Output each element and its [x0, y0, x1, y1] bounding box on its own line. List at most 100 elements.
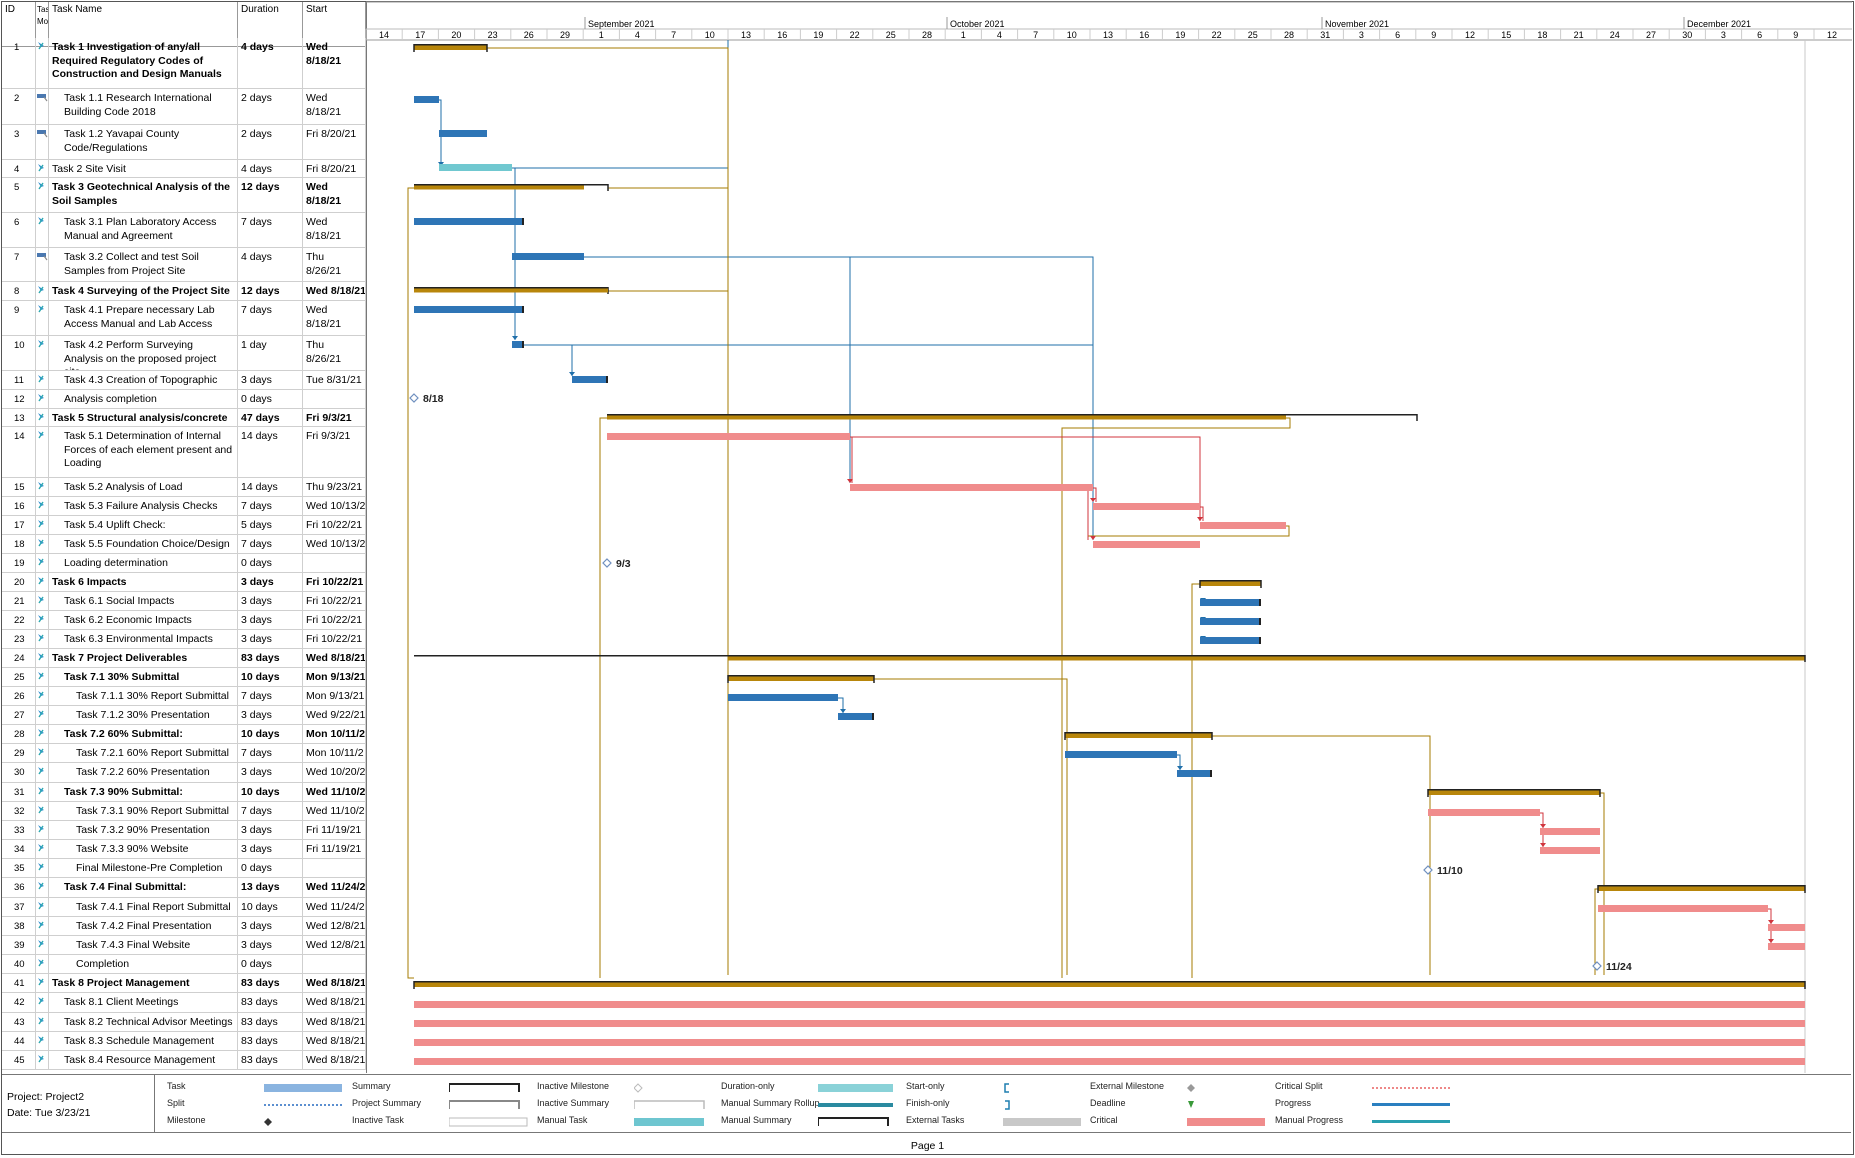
- task-name[interactable]: Task 7.2.2 60% Presentation: [49, 763, 238, 782]
- task-row[interactable]: 28 Task 7.2 60% Submittal: 10 days Mon 10/1…: [2, 725, 366, 744]
- task-row[interactable]: 41 Task 8 Project Management 83 days Wed 8/…: [2, 974, 366, 993]
- task-start[interactable]: Wed 8/18/21: [303, 282, 366, 300]
- task-duration[interactable]: 1 day: [238, 336, 303, 370]
- task-row[interactable]: 11 Task 4.3 Creation of Topographic ma3 d…: [2, 371, 366, 390]
- task-row[interactable]: 33 Task 7.3.2 90% Presentation 3 days Fri 1…: [2, 821, 366, 840]
- task-duration[interactable]: 13 days: [238, 878, 303, 897]
- task-duration[interactable]: 83 days: [238, 1032, 303, 1050]
- task-duration[interactable]: 5 days: [238, 516, 303, 534]
- task-start[interactable]: Wed 11/24/2: [303, 898, 366, 916]
- task-start[interactable]: [303, 955, 366, 973]
- task-start[interactable]: Fri 9/3/21: [303, 409, 366, 426]
- task-start[interactable]: Tue 8/31/21: [303, 371, 366, 389]
- task-row[interactable]: 45 Task 8.4 Resource Management 83 days Wed…: [2, 1051, 366, 1070]
- task-duration[interactable]: 3 days: [238, 611, 303, 629]
- task-row[interactable]: 14 Task 5.1 Determination of Internal For…: [2, 427, 366, 478]
- task-name[interactable]: Loading determination: [49, 554, 238, 572]
- task-duration[interactable]: 83 days: [238, 649, 303, 667]
- task-row[interactable]: 21 Task 6.1 Social Impacts 3 days Fri 10/22…: [2, 592, 366, 611]
- task-start[interactable]: Fri 11/19/21: [303, 840, 366, 858]
- task-start[interactable]: Mon 10/11/2: [303, 725, 366, 743]
- task-name[interactable]: Task 5.3 Failure Analysis Checks: [49, 497, 238, 515]
- task-row[interactable]: 13 Task 5 Structural analysis/concrete de…: [2, 409, 366, 427]
- task-name[interactable]: Analysis completion: [49, 390, 238, 408]
- task-start[interactable]: Wed 8/18/21: [303, 1032, 366, 1050]
- task-name[interactable]: Task 3.2 Collect and test Soil Samples f…: [49, 248, 238, 281]
- task-row[interactable]: 25 Task 7.1 30% Submittal 10 days Mon 9/13/…: [2, 668, 366, 687]
- task-row[interactable]: 37 Task 7.4.1 Final Report Submittal 10 da…: [2, 898, 366, 917]
- task-name[interactable]: Task 8.2 Technical Advisor Meetings: [49, 1013, 238, 1031]
- task-name[interactable]: Task 7.4.3 Final Website: [49, 936, 238, 954]
- task-start[interactable]: Fri 8/20/21: [303, 125, 366, 159]
- task-duration[interactable]: 83 days: [238, 1051, 303, 1069]
- task-start[interactable]: Wed 8/18/21: [303, 1013, 366, 1031]
- task-name[interactable]: Task 7.1.2 30% Presentation: [49, 706, 238, 724]
- task-duration[interactable]: 7 days: [238, 687, 303, 705]
- task-row[interactable]: 36 Task 7.4 Final Submittal: 13 days Wed 11…: [2, 878, 366, 898]
- task-start[interactable]: Mon 9/13/21: [303, 687, 366, 705]
- column-header-id[interactable]: ID: [2, 2, 36, 47]
- task-start[interactable]: Wed 9/22/21: [303, 706, 366, 724]
- task-start[interactable]: Wed 10/13/2: [303, 535, 366, 553]
- task-row[interactable]: 10 Task 4.2 Perform Surveying Analysis on…: [2, 336, 366, 371]
- task-start[interactable]: Wed 11/10/2: [303, 802, 366, 820]
- task-start[interactable]: Fri 8/20/21: [303, 160, 366, 177]
- column-header-duration[interactable]: Duration: [238, 2, 303, 47]
- task-name[interactable]: Task 7 Project Deliverables: [49, 649, 238, 667]
- task-row[interactable]: 44 Task 8.3 Schedule Management 83 days Wed…: [2, 1032, 366, 1051]
- task-start[interactable]: Fri 10/22/21: [303, 516, 366, 534]
- task-name[interactable]: Task 7.2 60% Submittal:: [49, 725, 238, 743]
- task-start[interactable]: Wed 11/10/2: [303, 783, 366, 801]
- task-name[interactable]: Task 8.4 Resource Management: [49, 1051, 238, 1069]
- task-row[interactable]: 29 Task 7.2.1 60% Report Submittal 7 days M…: [2, 744, 366, 763]
- task-start[interactable]: Thu 9/23/21: [303, 478, 366, 496]
- task-duration[interactable]: 10 days: [238, 668, 303, 686]
- task-duration[interactable]: 2 days: [238, 89, 303, 124]
- task-start[interactable]: Wed 12/8/21: [303, 936, 366, 954]
- task-name[interactable]: Task 6 Impacts: [49, 573, 238, 591]
- task-name[interactable]: Task 6.1 Social Impacts: [49, 592, 238, 610]
- column-header-start[interactable]: Start: [303, 2, 366, 47]
- task-start[interactable]: Thu 8/26/21: [303, 336, 366, 370]
- task-duration[interactable]: 12 days: [238, 178, 303, 212]
- task-name[interactable]: Task 4.2 Perform Surveying Analysis on t…: [49, 336, 238, 370]
- task-start[interactable]: Mon 10/11/2: [303, 744, 366, 762]
- task-start[interactable]: Fri 10/22/21: [303, 573, 366, 591]
- task-name[interactable]: Task 3 Geotechnical Analysis of the Soil…: [49, 178, 238, 212]
- task-name[interactable]: Task 1.1 Research International Building…: [49, 89, 238, 124]
- task-duration[interactable]: 4 days: [238, 160, 303, 177]
- task-start[interactable]: Wed 8/18/21: [303, 1051, 366, 1069]
- task-row[interactable]: 23 Task 6.3 Environmental Impacts 3 days Fr…: [2, 630, 366, 649]
- task-duration[interactable]: 14 days: [238, 478, 303, 496]
- task-row[interactable]: 34 Task 7.3.3 90% Website 3 days Fri 11/19/…: [2, 840, 366, 859]
- task-duration[interactable]: 3 days: [238, 706, 303, 724]
- task-duration[interactable]: 0 days: [238, 955, 303, 973]
- task-row[interactable]: 35 Final Milestone-Pre Completion 0 days: [2, 859, 366, 878]
- task-name[interactable]: Task 6.3 Environmental Impacts: [49, 630, 238, 648]
- task-start[interactable]: Wed 8/18/21: [303, 993, 366, 1012]
- task-name[interactable]: Task 7.2.1 60% Report Submittal: [49, 744, 238, 762]
- task-duration[interactable]: 2 days: [238, 125, 303, 159]
- task-duration[interactable]: 4 days: [238, 248, 303, 281]
- task-row[interactable]: 8 Task 4 Surveying of the Project Site 12 …: [2, 282, 366, 301]
- task-name[interactable]: Task 7.1 30% Submittal: [49, 668, 238, 686]
- task-row[interactable]: 42 Task 8.1 Client Meetings 83 days Wed 8/1…: [2, 993, 366, 1013]
- task-start[interactable]: Wed 8/18/21: [303, 301, 366, 335]
- task-duration[interactable]: 0 days: [238, 859, 303, 877]
- task-duration[interactable]: 3 days: [238, 592, 303, 610]
- task-duration[interactable]: 7 days: [238, 744, 303, 762]
- task-duration[interactable]: 3 days: [238, 840, 303, 858]
- task-row[interactable]: 30 Task 7.2.2 60% Presentation 3 days Wed 1…: [2, 763, 366, 783]
- task-row[interactable]: 4 Task 2 Site Visit 4 days Fri 8/20/21: [2, 160, 366, 178]
- task-duration[interactable]: 47 days: [238, 409, 303, 426]
- task-name[interactable]: Task 8 Project Management: [49, 974, 238, 992]
- task-name[interactable]: Task 8.1 Client Meetings: [49, 993, 238, 1012]
- task-start[interactable]: Wed 8/18/21: [303, 38, 366, 88]
- task-duration[interactable]: 83 days: [238, 1013, 303, 1031]
- task-row[interactable]: 6 Task 3.1 Plan Laboratory Access Manual …: [2, 213, 366, 248]
- task-start[interactable]: Fri 10/22/21: [303, 611, 366, 629]
- task-name[interactable]: Task 4.1 Prepare necessary Lab Access Ma…: [49, 301, 238, 335]
- task-name[interactable]: Task 5.2 Analysis of Load Combinatic: [49, 478, 238, 496]
- task-name[interactable]: Task 7.1.1 30% Report Submittal: [49, 687, 238, 705]
- task-duration[interactable]: 3 days: [238, 630, 303, 648]
